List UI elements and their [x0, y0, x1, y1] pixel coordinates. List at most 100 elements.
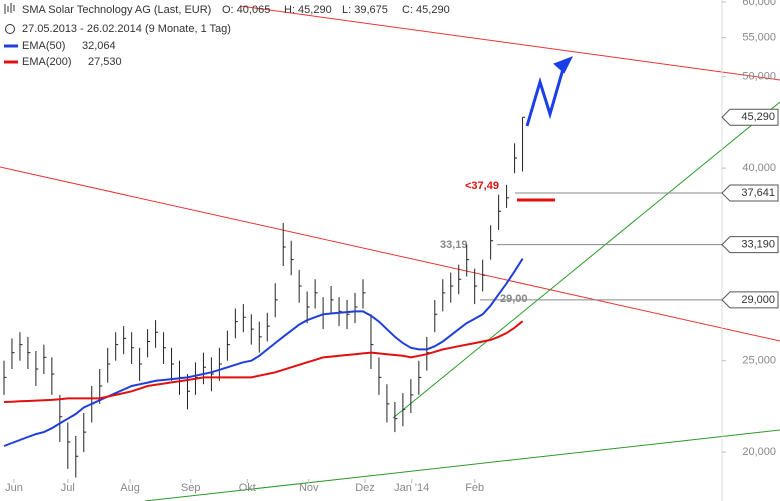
price-bar	[35, 350, 39, 387]
ema-line	[3, 320, 524, 403]
price-bar	[482, 259, 486, 292]
header-icon	[4, 3, 15, 14]
price-bar	[115, 332, 119, 361]
price-bar	[11, 338, 15, 369]
legend-value: 32,064	[82, 40, 116, 52]
price-bar	[218, 347, 222, 381]
price-bar	[330, 286, 334, 315]
price-bar	[83, 413, 87, 453]
ema-line	[3, 258, 524, 447]
price-bar	[67, 422, 71, 469]
price-bar	[346, 299, 350, 330]
price-bar	[290, 240, 294, 276]
legend-label: EMA(50)	[22, 40, 65, 52]
price-tag	[721, 291, 779, 309]
price-bar	[250, 314, 254, 345]
price-bar	[474, 268, 478, 305]
y-tick-label: 25,000	[742, 355, 776, 367]
price-bar	[434, 299, 438, 333]
price-tag-label: 29,000	[741, 294, 775, 306]
price-bar	[394, 402, 398, 433]
clock-icon	[5, 24, 15, 34]
price-bar	[266, 312, 270, 342]
price-bar	[242, 304, 246, 333]
ohlc-open: O: 40,065	[222, 4, 270, 16]
price-bar	[171, 347, 175, 381]
price-bar	[386, 384, 390, 423]
price-bar	[458, 264, 462, 295]
price-bar	[27, 336, 31, 369]
y-tick-label: 50,000	[742, 71, 776, 83]
price-bar	[123, 326, 127, 355]
chart-title: SMA Solar Technology AG (Last, EUR)	[22, 4, 211, 16]
annotation: 33,19	[440, 239, 468, 251]
price-bar	[131, 332, 135, 364]
price-bar	[514, 143, 518, 174]
legend-label: EMA(200)	[22, 56, 72, 68]
x-tick-label: Nov	[299, 482, 319, 494]
price-bar	[442, 279, 446, 312]
price-bar	[450, 272, 454, 303]
price-bar	[354, 292, 358, 324]
y-tick-label: 55,000	[742, 32, 776, 44]
x-tick-label: Jun	[5, 482, 23, 494]
price-bar	[234, 308, 238, 339]
price-tag	[721, 108, 779, 126]
period: 27.05.2013 - 26.02.2014 (9 Monate, 1 Tag…	[22, 23, 231, 35]
price-bar	[314, 279, 318, 309]
price-bar	[282, 222, 286, 267]
price-bar	[298, 269, 302, 303]
y-tick-label: 20,000	[742, 446, 776, 458]
trend-line	[144, 429, 780, 501]
price-bar	[402, 393, 406, 427]
price-bar	[466, 244, 470, 277]
price-bar	[498, 194, 502, 230]
price-tag-label: 37,641	[741, 187, 775, 199]
trend-line	[0, 166, 780, 342]
price-bar	[210, 357, 214, 392]
price-bar	[139, 347, 143, 381]
price-bar	[258, 321, 262, 353]
price-bar	[506, 184, 510, 208]
price-bar	[59, 394, 63, 442]
x-tick-label: Aug	[120, 482, 140, 494]
x-tick-label: Dez	[355, 482, 375, 494]
price-bar	[418, 360, 422, 395]
annotation: 29,00	[500, 293, 528, 305]
price-bar	[522, 116, 526, 172]
arrow-head	[553, 56, 574, 74]
price-bar	[378, 357, 382, 395]
price-bar	[490, 225, 494, 260]
x-tick-label: Jan '14	[394, 482, 429, 494]
ohlc-low: L: 39,675	[342, 4, 388, 16]
price-bar	[163, 332, 167, 364]
price-bar	[410, 379, 414, 414]
price-bar	[202, 352, 206, 385]
x-tick-label: Jul	[61, 482, 75, 494]
ohlc-high: H: 45,290	[284, 4, 332, 16]
price-tag	[721, 236, 779, 254]
price-bar	[107, 347, 111, 383]
price-bar	[43, 344, 47, 375]
trend-line	[239, 5, 780, 81]
ohlc-close: C: 45,290	[402, 4, 450, 16]
x-tick-label: Sep	[181, 482, 201, 494]
price-bar	[3, 360, 7, 395]
price-bar	[338, 297, 342, 327]
price-bar	[226, 330, 230, 361]
price-bar	[19, 332, 23, 361]
y-tick-label: 60,000	[742, 0, 776, 8]
price-bar	[362, 279, 366, 309]
x-tick-label: Okt	[239, 482, 256, 494]
x-tick-label: Feb	[465, 482, 484, 494]
price-bar	[306, 291, 310, 324]
price-bar	[155, 320, 159, 348]
legend-value: 27,530	[88, 56, 122, 68]
price-tag	[721, 184, 779, 202]
price-tag-label: 33,190	[741, 239, 775, 251]
price-bar	[370, 314, 374, 369]
trend-line	[392, 101, 780, 419]
y-tick-label: 40,000	[742, 162, 776, 174]
